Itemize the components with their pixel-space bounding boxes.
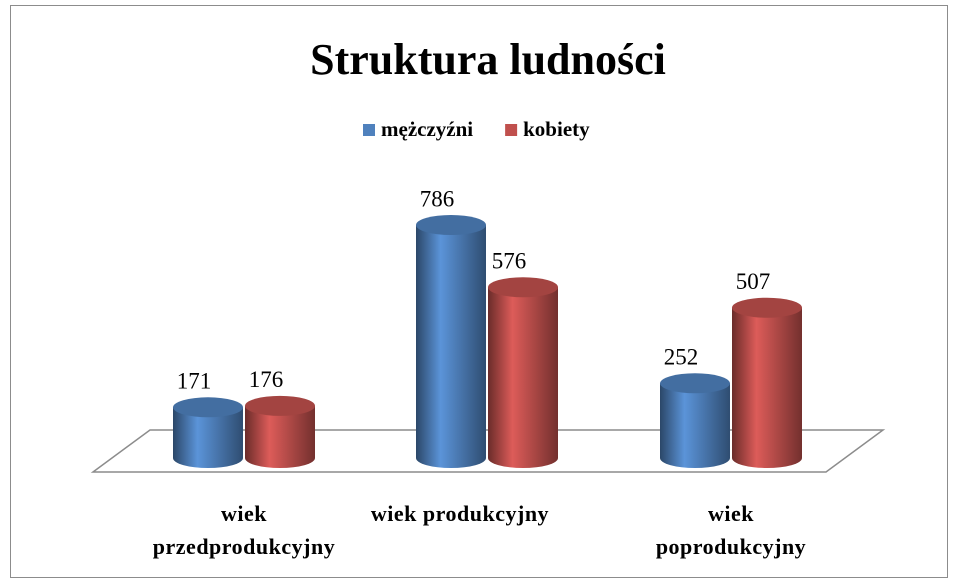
x-tick-label: poprodukcyjny: [656, 534, 806, 559]
data-label: 171: [177, 369, 212, 394]
bar-top: [245, 395, 315, 416]
bar-top: [732, 297, 802, 318]
x-tick-label: wiek: [221, 501, 267, 526]
chart-title: Struktura ludności: [310, 35, 666, 84]
bar: [416, 225, 486, 468]
bar-top: [173, 397, 243, 418]
legend-swatch: [505, 124, 518, 136]
legend-swatch: [363, 124, 375, 136]
bar: [173, 407, 243, 468]
legend-label: mężczyźni: [381, 117, 473, 141]
data-label: 507: [736, 269, 771, 294]
x-tick-label: przedprodukcyjny: [153, 534, 335, 559]
bar-top: [488, 277, 558, 298]
bar: [732, 307, 802, 468]
data-label: 786: [420, 186, 455, 211]
data-label: 176: [249, 367, 284, 392]
bar-top: [660, 373, 730, 394]
bar: [245, 405, 315, 468]
x-tick-label: wiek produkcyjny: [371, 501, 549, 526]
data-label: 252: [664, 345, 699, 370]
data-label: 576: [492, 249, 527, 274]
bar-top: [416, 215, 486, 235]
bar: [488, 287, 558, 468]
legend-label: kobiety: [523, 117, 590, 141]
x-tick-label: wiek: [708, 501, 754, 526]
bar: [660, 383, 730, 468]
